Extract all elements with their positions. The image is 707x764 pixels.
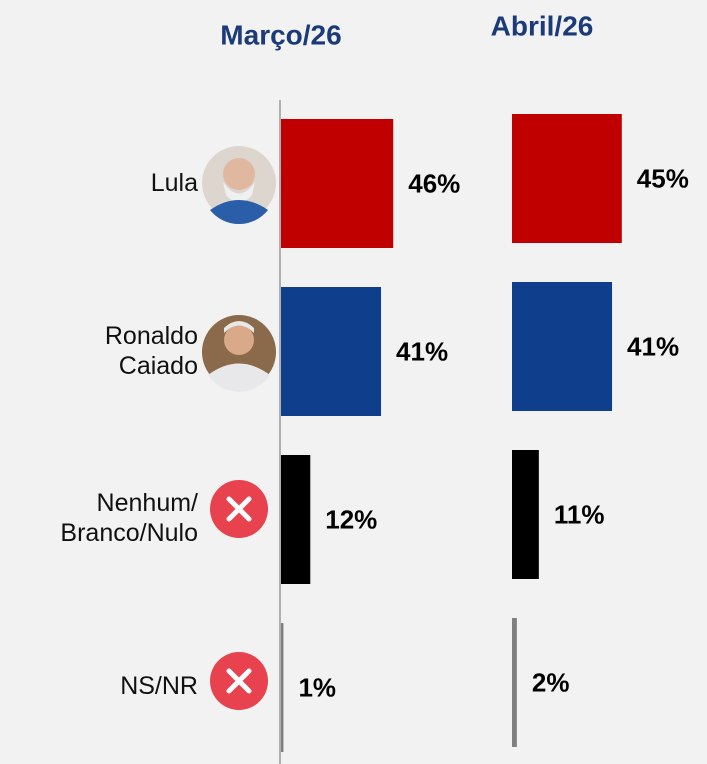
value-label: 46% [408,168,460,198]
value-label: 2% [532,667,570,697]
series-title: Abril/26 [491,10,594,41]
icon-x [210,480,268,538]
bar [281,623,284,752]
bar [512,450,539,579]
bar [281,455,311,584]
value-label: 41% [396,336,448,366]
avatar-lula [202,146,276,225]
series-title: Março/26 [220,19,341,50]
category-label: Ronaldo Caiado [104,321,198,380]
value-label: 45% [637,163,689,193]
category-label: Lula [150,169,198,197]
category-label: NS/NR [120,671,198,700]
bar [512,282,613,411]
bar [512,114,622,243]
value-label: 1% [298,672,336,702]
avatar-caiado [202,315,276,392]
bar [281,287,382,416]
bar [281,119,394,248]
icon-x [210,652,268,710]
bar [512,618,517,747]
value-label: 12% [325,504,377,534]
value-label: 11% [554,499,605,529]
value-label: 41% [627,331,679,361]
category-label: Nenhum/ Branco/Nulo [60,489,198,547]
